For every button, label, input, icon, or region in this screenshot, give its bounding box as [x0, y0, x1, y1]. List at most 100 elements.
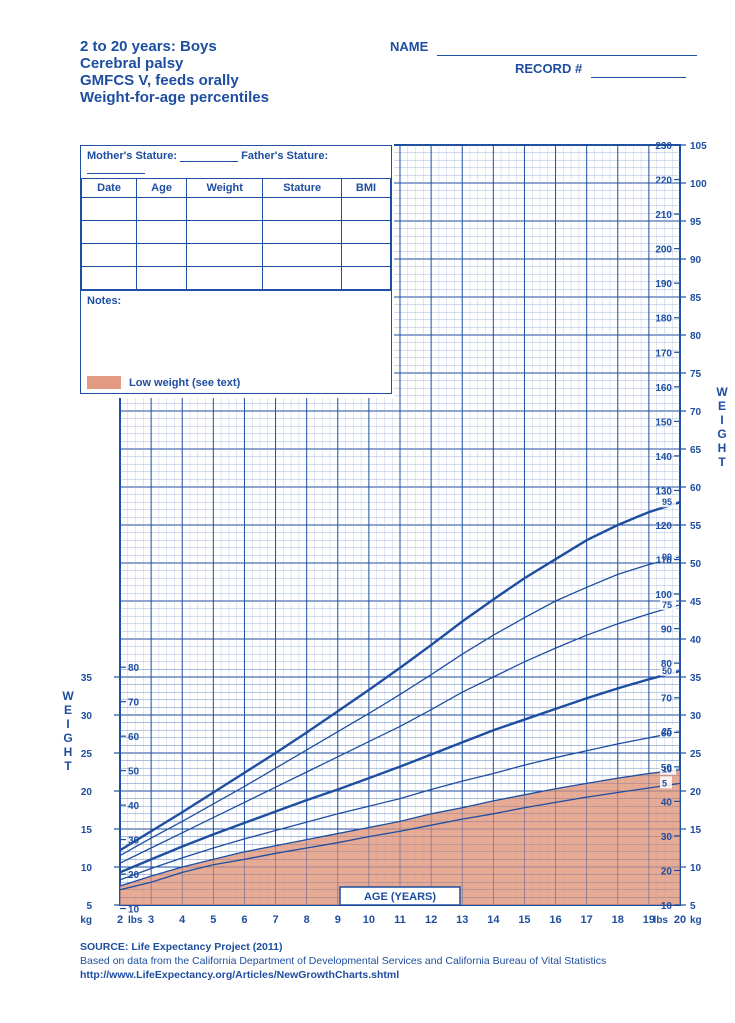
svg-text:12: 12: [425, 914, 437, 926]
svg-text:8: 8: [304, 914, 310, 926]
svg-text:H: H: [64, 745, 73, 759]
table-row[interactable]: [82, 198, 391, 221]
svg-text:2: 2: [117, 914, 123, 926]
record-field[interactable]: RECORD #: [515, 60, 686, 78]
svg-text:10: 10: [690, 863, 702, 874]
growth-chart-page: { "header": { "line1": "2 to 20 years: B…: [20, 20, 735, 1003]
svg-text:80: 80: [690, 331, 702, 342]
svg-text:30: 30: [661, 832, 673, 843]
mothers-stature-line[interactable]: [180, 161, 238, 162]
svg-text:70: 70: [128, 698, 140, 709]
svg-text:100: 100: [690, 179, 707, 190]
svg-text:90: 90: [690, 255, 702, 266]
notes-box[interactable]: Notes:: [81, 290, 391, 379]
low-weight-label: Low weight (see text): [129, 377, 240, 389]
svg-text:180: 180: [655, 314, 672, 325]
svg-text:105: 105: [690, 141, 707, 152]
svg-text:kg: kg: [690, 915, 702, 926]
table-header: Date: [82, 179, 137, 198]
svg-text:15: 15: [518, 914, 530, 926]
name-label: NAME: [390, 39, 428, 54]
svg-text:25: 25: [81, 749, 93, 760]
svg-text:5: 5: [210, 914, 216, 926]
svg-text:60: 60: [661, 728, 673, 739]
svg-text:20: 20: [81, 787, 93, 798]
svg-text:60: 60: [690, 483, 702, 494]
svg-text:20: 20: [661, 866, 673, 877]
svg-text:80: 80: [128, 663, 140, 674]
svg-text:100: 100: [655, 590, 672, 601]
table-header: Stature: [263, 179, 342, 198]
svg-text:G: G: [63, 731, 72, 745]
svg-text:lbs: lbs: [654, 915, 669, 926]
stature-row: Mother's Stature: Father's Stature:: [81, 146, 391, 178]
header: 2 to 20 years: Boys Cerebral palsy GMFCS…: [80, 38, 269, 106]
fathers-stature-line[interactable]: [87, 173, 145, 174]
svg-text:25: 25: [690, 749, 702, 760]
svg-text:50: 50: [690, 559, 702, 570]
svg-text:14: 14: [487, 914, 500, 926]
svg-text:E: E: [718, 399, 726, 413]
svg-text:T: T: [64, 759, 72, 773]
record-label: RECORD #: [515, 61, 582, 76]
svg-text:10: 10: [128, 905, 140, 916]
svg-text:35: 35: [81, 673, 93, 684]
svg-text:E: E: [64, 703, 72, 717]
source-url: http://www.LifeExpectancy.org/Articles/N…: [80, 968, 606, 982]
svg-text:75: 75: [662, 600, 672, 610]
svg-text:W: W: [62, 689, 74, 703]
svg-text:11: 11: [394, 914, 406, 926]
svg-text:7: 7: [272, 914, 278, 926]
low-weight-swatch: [87, 376, 121, 389]
svg-text:90: 90: [661, 625, 673, 636]
svg-text:95: 95: [690, 217, 702, 228]
svg-text:10: 10: [363, 914, 375, 926]
svg-text:16: 16: [549, 914, 561, 926]
svg-text:220: 220: [655, 176, 672, 187]
title-line4: Weight-for-age percentiles: [80, 89, 269, 106]
svg-text:I: I: [720, 413, 723, 427]
svg-text:20: 20: [674, 914, 686, 926]
svg-text:80: 80: [661, 659, 673, 670]
source-line1: SOURCE: Life Expectancy Project (2011): [80, 940, 606, 954]
svg-text:190: 190: [655, 279, 672, 290]
source-line2: Based on data from the California Depart…: [80, 954, 606, 968]
svg-text:13: 13: [456, 914, 468, 926]
svg-text:20: 20: [690, 787, 702, 798]
name-field[interactable]: NAME: [390, 38, 697, 56]
svg-text:kg: kg: [80, 915, 92, 926]
legend: Low weight (see text): [80, 372, 392, 394]
table-row[interactable]: [82, 244, 391, 267]
table-row[interactable]: [82, 267, 391, 290]
svg-text:150: 150: [655, 417, 672, 428]
svg-text:130: 130: [655, 486, 672, 497]
data-panel: Mother's Stature: Father's Stature: Date…: [80, 145, 392, 380]
record-line: [591, 77, 686, 78]
data-table: DateAgeWeightStatureBMI: [81, 178, 391, 290]
title-line3: GMFCS V, feeds orally: [80, 72, 269, 89]
notes-label: Notes:: [87, 295, 121, 307]
svg-text:W: W: [716, 385, 728, 399]
svg-text:35: 35: [690, 673, 702, 684]
name-line: [437, 55, 697, 56]
table-row[interactable]: [82, 221, 391, 244]
svg-text:75: 75: [690, 369, 702, 380]
title-line1: 2 to 20 years: Boys: [80, 38, 269, 55]
svg-text:40: 40: [661, 797, 673, 808]
mothers-stature-label: Mother's Stature:: [87, 150, 177, 162]
svg-text:210: 210: [655, 210, 672, 221]
svg-text:45: 45: [690, 597, 702, 608]
svg-text:65: 65: [690, 445, 702, 456]
svg-text:230: 230: [655, 141, 672, 152]
table-header: Weight: [187, 179, 263, 198]
svg-text:95: 95: [662, 497, 672, 507]
svg-text:AGE (YEARS): AGE (YEARS): [364, 891, 436, 903]
svg-text:17: 17: [581, 914, 593, 926]
svg-text:110: 110: [656, 556, 673, 567]
svg-text:160: 160: [655, 383, 672, 394]
svg-text:9: 9: [335, 914, 341, 926]
svg-text:18: 18: [612, 914, 624, 926]
svg-text:lbs: lbs: [128, 915, 143, 926]
svg-text:85: 85: [690, 293, 702, 304]
svg-text:G: G: [717, 427, 726, 441]
